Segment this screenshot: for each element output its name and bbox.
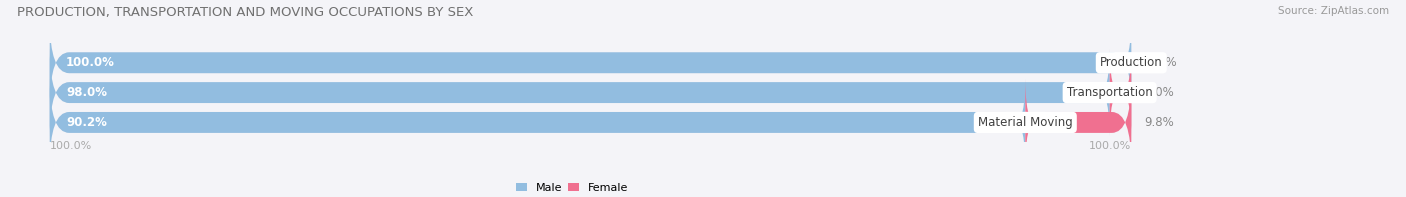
FancyBboxPatch shape bbox=[49, 79, 1132, 166]
Text: Production: Production bbox=[1099, 56, 1163, 69]
Text: 98.0%: 98.0% bbox=[66, 86, 107, 99]
Text: 100.0%: 100.0% bbox=[1090, 141, 1132, 151]
Text: Material Moving: Material Moving bbox=[979, 116, 1073, 129]
Text: Source: ZipAtlas.com: Source: ZipAtlas.com bbox=[1278, 6, 1389, 16]
FancyBboxPatch shape bbox=[49, 49, 1132, 136]
FancyBboxPatch shape bbox=[49, 49, 1109, 136]
FancyBboxPatch shape bbox=[1025, 79, 1132, 166]
Text: Transportation: Transportation bbox=[1067, 86, 1153, 99]
FancyBboxPatch shape bbox=[1109, 49, 1132, 136]
FancyBboxPatch shape bbox=[49, 79, 1025, 166]
Text: PRODUCTION, TRANSPORTATION AND MOVING OCCUPATIONS BY SEX: PRODUCTION, TRANSPORTATION AND MOVING OC… bbox=[17, 6, 474, 19]
Legend: Male, Female: Male, Female bbox=[512, 178, 633, 197]
Text: 100.0%: 100.0% bbox=[66, 56, 115, 69]
Text: 90.2%: 90.2% bbox=[66, 116, 107, 129]
Text: 9.8%: 9.8% bbox=[1144, 116, 1174, 129]
Text: 100.0%: 100.0% bbox=[49, 141, 91, 151]
Text: 0.0%: 0.0% bbox=[1147, 56, 1177, 69]
Text: 2.0%: 2.0% bbox=[1144, 86, 1174, 99]
FancyBboxPatch shape bbox=[49, 20, 1132, 106]
FancyBboxPatch shape bbox=[49, 20, 1132, 106]
